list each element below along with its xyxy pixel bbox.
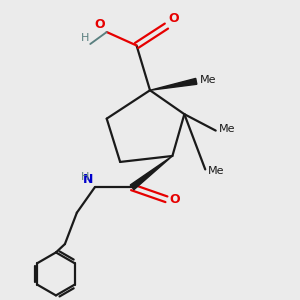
Text: O: O xyxy=(169,193,180,206)
Text: O: O xyxy=(169,12,179,25)
Polygon shape xyxy=(150,78,197,90)
Text: Me: Me xyxy=(200,75,216,85)
Text: Me: Me xyxy=(219,124,235,134)
Text: N: N xyxy=(83,173,93,186)
Text: H: H xyxy=(80,172,89,182)
Text: Me: Me xyxy=(208,166,225,176)
Polygon shape xyxy=(130,156,172,190)
Text: O: O xyxy=(94,18,105,31)
Text: H: H xyxy=(80,32,89,43)
